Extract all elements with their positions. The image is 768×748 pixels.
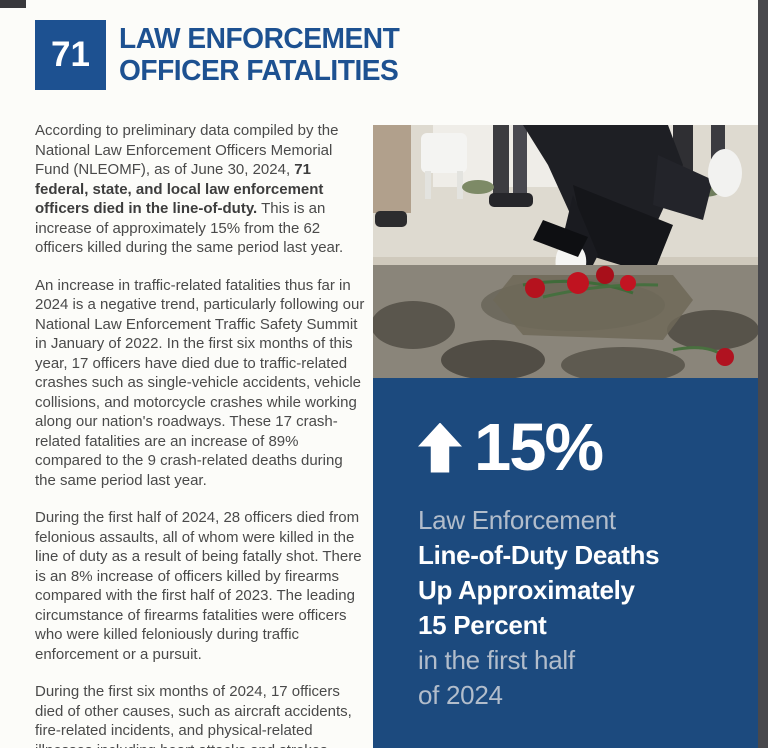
statistic-caption: Law Enforcement Line-of-Duty Deaths Up A… [418, 503, 738, 713]
paragraph-1-bold: 71 federal, state, and local law enforce… [35, 161, 324, 217]
page-edge-strip [758, 0, 768, 748]
caption-line: Law Enforcement [418, 505, 616, 535]
paragraph-1-pre: According to preliminary data compiled b… [35, 122, 339, 178]
caption-line: in the first half [418, 645, 575, 675]
up-arrow-icon [418, 422, 462, 473]
caption-line: 15 Percent [418, 610, 547, 640]
paragraph-1: According to preliminary data compiled b… [35, 121, 366, 258]
page-title-line2: OFFICER FATALITIES [119, 55, 399, 87]
paragraph-4: During the first six months of 2024, 17 … [35, 683, 352, 748]
page-title-line1: LAW ENFORCEMENT [119, 23, 400, 55]
statistic-value: 15% [474, 410, 604, 485]
statistic-row: 15% [418, 414, 738, 481]
memorial-photo-illustration [373, 125, 758, 378]
memorial-ceremony-photo [373, 125, 758, 378]
page-header: 71 LAW ENFORCEMENT OFFICER FATALITIES [35, 20, 408, 90]
paragraph-1-post: This is an increase of approximately 15%… [35, 200, 344, 256]
paragraph-3: During the first half of 2024, 28 office… [35, 509, 362, 663]
caption-line: of 2024 [418, 680, 503, 710]
caption-line: Line-of-Duty Deaths [418, 540, 660, 570]
scan-corner-mark [0, 0, 26, 8]
page-number-badge: 71 [35, 20, 106, 90]
paragraph-2: An increase in traffic-related fatalitie… [35, 276, 365, 489]
caption-line: Up Approximately [418, 575, 635, 605]
article-body: According to preliminary data compiled b… [35, 121, 366, 748]
statistic-callout-panel: 15% Law Enforcement Line-of-Duty Deaths … [373, 378, 758, 748]
page-title: LAW ENFORCEMENT OFFICER FATALITIES [119, 20, 400, 87]
